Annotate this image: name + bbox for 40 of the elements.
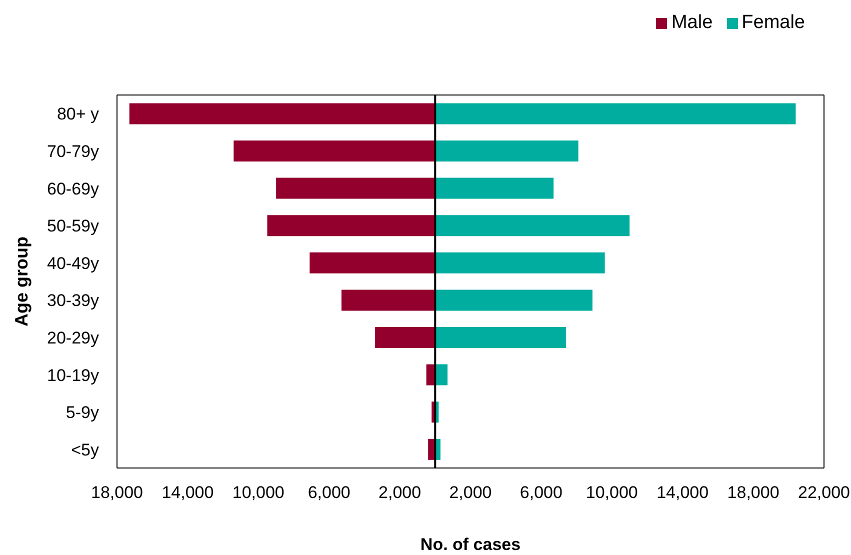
- bar: [435, 215, 630, 236]
- legend-label: Male: [670, 12, 713, 34]
- x-tick-label: 14,000: [656, 483, 709, 502]
- y-tick-label: 60-69y: [47, 179, 100, 198]
- y-tick-label: 40-49y: [47, 254, 100, 273]
- x-tick-label: 6,000: [520, 483, 562, 502]
- bar: [276, 178, 436, 199]
- y-tick-label: 50-59y: [47, 216, 100, 236]
- bar: [310, 252, 436, 274]
- y-tick-label: 20-29y: [47, 328, 100, 348]
- bar: [341, 290, 436, 311]
- bar: [267, 215, 436, 236]
- bar: [435, 364, 448, 386]
- x-tick-label: 6,000: [308, 483, 350, 502]
- bar: [435, 290, 592, 311]
- y-axis-title: Age group: [11, 236, 32, 326]
- x-tick-label: 14,000: [162, 483, 214, 502]
- y-tick-label: 70-79y: [47, 142, 100, 161]
- x-tick-label: 2,000: [449, 483, 492, 502]
- legend-label: Female: [740, 12, 805, 34]
- bar: [435, 178, 554, 199]
- y-tick-label: 10-19y: [47, 366, 100, 385]
- bar: [234, 140, 436, 162]
- bar: [375, 327, 436, 348]
- x-tick-label: 18,000: [91, 483, 143, 502]
- bar: [435, 327, 566, 348]
- bar: [129, 103, 436, 124]
- x-tick-label: 22,000: [798, 483, 850, 502]
- x-tick-label: 2,000: [378, 483, 422, 502]
- y-tick-label: <5y: [71, 440, 100, 460]
- bar: [435, 103, 796, 124]
- x-tick-label: 10,000: [232, 483, 284, 502]
- x-tick-label: 18,000: [727, 483, 780, 502]
- bar: [435, 252, 605, 274]
- y-tick-label: 80+ y: [56, 104, 100, 124]
- y-tick-label: 30-39y: [47, 291, 100, 310]
- y-tick-label: 5-9y: [66, 403, 100, 422]
- bar: [435, 140, 578, 162]
- x-axis-title: No. of cases: [420, 535, 521, 554]
- x-tick-label: 10,000: [586, 483, 638, 502]
